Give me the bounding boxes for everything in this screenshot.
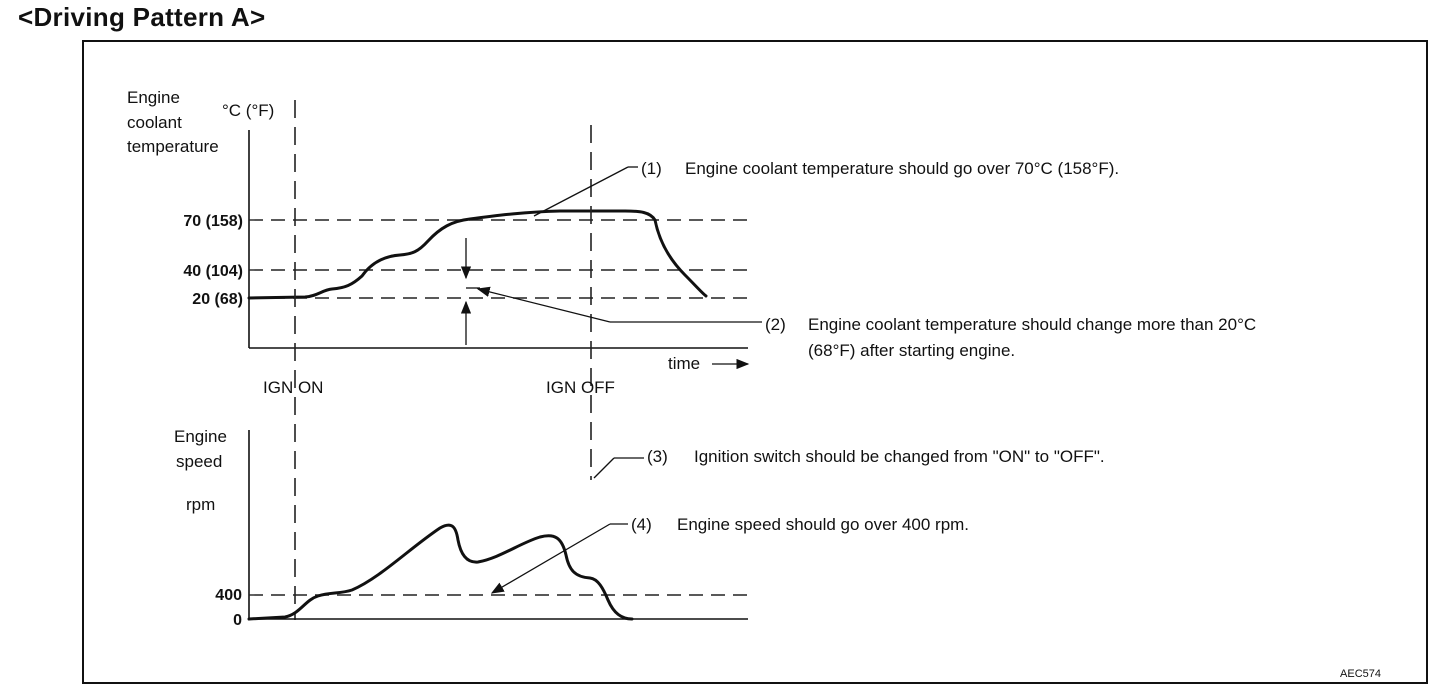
diagram-frame (82, 40, 1428, 684)
speed-ylabel-line-1: Engine (174, 427, 227, 446)
ign-on-label: IGN ON (263, 378, 323, 397)
coolant-unit-label: °C (°F) (222, 101, 274, 120)
note-2-leader (476, 286, 611, 323)
tick-20-68: 20 (68) (192, 291, 243, 308)
note-2-text-line-1: Engine coolant temperature should change… (808, 315, 1256, 334)
note-3-number: (3) (647, 447, 668, 466)
note-1-leader (533, 166, 629, 217)
coolant-temperature-curve (247, 209, 708, 300)
coolant-ylabel-line-1: Engine (127, 88, 180, 107)
ign-off-label: IGN OFF (546, 378, 615, 397)
speed-ylabel-line-2: speed (176, 452, 222, 471)
note-1-number: (1) (641, 159, 662, 178)
note-3-text: Ignition switch should be changed from "… (694, 447, 1105, 466)
note-3-leader (593, 457, 615, 479)
coolant-ylabel-line-2: coolant (127, 113, 182, 132)
tick-0: 0 (233, 612, 242, 629)
tick-40-104: 40 (104) (183, 263, 243, 280)
note-2-text-line-2: (68°F) after starting engine. (808, 341, 1015, 360)
note-4-number: (4) (631, 515, 652, 534)
coolant-ylabel-line-3: temperature (127, 137, 219, 156)
speed-unit-label: rpm (186, 495, 215, 514)
note-1-text: Engine coolant temperature should go ove… (685, 159, 1119, 178)
tick-70-158: 70 (158) (183, 213, 243, 230)
engine-speed-curve (247, 523, 634, 621)
time-axis-label: time (668, 354, 700, 373)
page-title: <Driving Pattern A> (18, 2, 266, 32)
figure-code: AEC574 (1340, 668, 1381, 680)
note-4-text: Engine speed should go over 400 rpm. (677, 515, 969, 534)
tick-400: 400 (215, 587, 242, 604)
note-4-leader (490, 523, 611, 594)
note-2-number: (2) (765, 315, 786, 334)
